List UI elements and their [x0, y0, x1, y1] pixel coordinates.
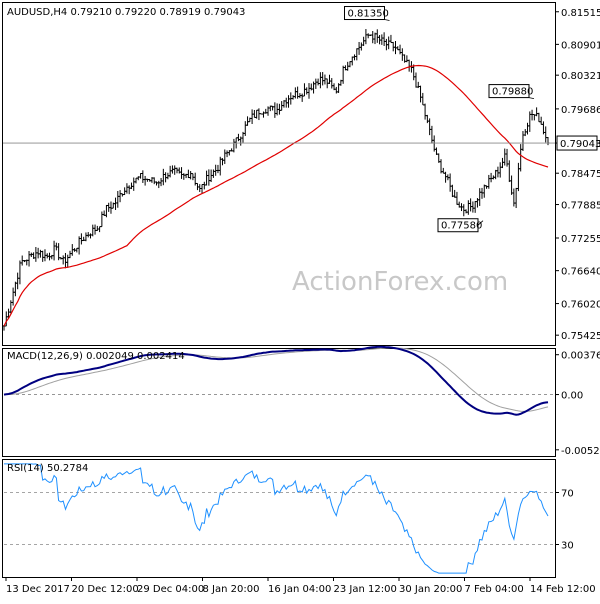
- x-tick-label: 14 Feb 12:00: [530, 584, 596, 595]
- price-label: 0.79880: [492, 87, 533, 98]
- macd-y-tick-label: 0.003762: [561, 351, 600, 362]
- price-layer: 0.81350 0.79880 0.77580: [2, 6, 555, 331]
- price-y-tick-label: 0.77885: [561, 201, 600, 212]
- price-y-tick-label: 0.80321: [561, 71, 600, 82]
- x-tick-label: 13 Dec 2017: [6, 584, 70, 595]
- macd-y-tick-label: 0.00: [561, 391, 583, 402]
- macd-panel-frame: [2, 348, 556, 457]
- price-y-tick-label: 0.80901: [561, 40, 600, 51]
- price-label: 0.77580: [441, 221, 482, 232]
- x-tick-label: 8 Jan 20:00: [203, 584, 260, 595]
- x-tick-label: 16 Jan 04:00: [268, 584, 331, 595]
- price-y-tick-label: 0.76020: [561, 300, 600, 311]
- main-title: AUDUSD,H4 0.79210 0.79220 0.78919 0.7904…: [7, 7, 245, 18]
- rsi-line: [4, 463, 549, 574]
- x-tick-label: 30 Jan 20:00: [399, 584, 462, 595]
- x-tick-label: 7 Feb 04:00: [465, 584, 524, 595]
- x-tick-label: 20 Dec 12:00: [72, 584, 139, 595]
- macd-line: [3, 345, 549, 416]
- price-label: 0.81350: [348, 9, 389, 20]
- x-tick-label: 23 Jan 12:00: [334, 584, 397, 595]
- macd-y-tick-label: -0.005216: [561, 446, 600, 457]
- rsi-y-tick-label: 30: [561, 541, 574, 552]
- rsi-title: RSI(14) 50.2784: [7, 463, 88, 474]
- price-label-box: [344, 6, 385, 21]
- price-panel-frame: [2, 2, 556, 346]
- rsi-y-tick-label: 70: [561, 489, 574, 500]
- price-label-pointer: [477, 220, 484, 226]
- rsi-layer: [4, 463, 555, 574]
- watermark: ActionForex.com: [292, 267, 508, 297]
- macd-signal-line: [3, 347, 549, 412]
- price-label-pointer: [384, 19, 390, 21]
- axis-layer: 0.81515 0.80901 0.80321 0.79686 0.79043 0.784…: [5, 8, 600, 595]
- x-tick-label: 29 Dec 04:00: [137, 584, 204, 595]
- price-label-box: [488, 84, 530, 99]
- price-y-tick-label: 0.81515: [561, 8, 600, 19]
- price-y-tick-label: 0.79686: [561, 105, 600, 116]
- macd-title: MACD(12,26,9) 0.002049 0.002414: [7, 351, 185, 362]
- price-label-pointer: [528, 97, 535, 99]
- price-y-tick-label: 0.78475: [561, 169, 600, 180]
- sma-line: [3, 64, 549, 327]
- macd-layer: [3, 345, 555, 416]
- current-price-tag: [556, 135, 598, 151]
- price-y-tick-label: 0.76640: [561, 267, 600, 278]
- price-y-tick-label: 0.75425: [561, 331, 600, 342]
- price-y-tick-label: 0.77255: [561, 234, 600, 245]
- current-price-label: 0.79043: [560, 139, 600, 150]
- rsi-panel-frame: [2, 459, 556, 578]
